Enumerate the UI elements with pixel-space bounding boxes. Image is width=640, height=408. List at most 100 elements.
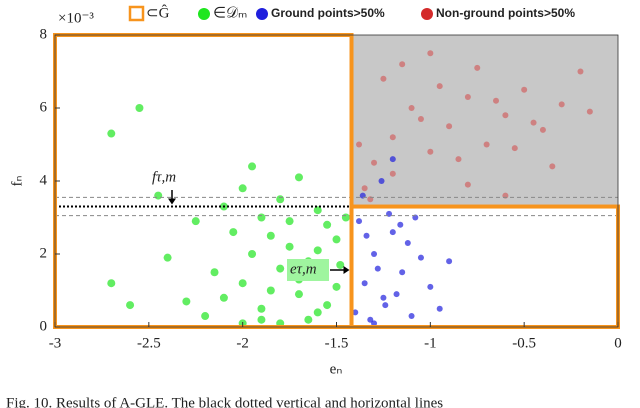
legend-swatch xyxy=(128,5,145,22)
point xyxy=(266,286,275,295)
point xyxy=(549,163,556,170)
point xyxy=(126,301,135,310)
point xyxy=(493,97,500,104)
x-tick-label: -2.5 xyxy=(137,335,161,351)
point xyxy=(219,293,228,302)
point xyxy=(380,294,387,301)
point xyxy=(436,83,443,90)
point xyxy=(417,115,424,122)
x-tick-label: -2 xyxy=(236,335,249,351)
point xyxy=(378,178,385,184)
point xyxy=(323,301,332,310)
point xyxy=(446,258,453,265)
point xyxy=(455,156,462,163)
point xyxy=(332,282,341,291)
point xyxy=(446,123,453,130)
x-tick-label: -3 xyxy=(49,335,62,351)
point xyxy=(238,279,247,288)
point xyxy=(182,297,191,306)
point xyxy=(417,254,424,261)
point xyxy=(464,181,471,188)
point xyxy=(399,61,406,68)
y-tick-label: 4 xyxy=(40,172,48,188)
legend-label: ∈𝒟ₘ xyxy=(213,5,247,21)
arrow-head xyxy=(343,266,350,274)
point xyxy=(313,308,322,317)
point xyxy=(257,304,266,313)
y-tick-label: 2 xyxy=(40,245,48,261)
non-ground-region xyxy=(351,35,618,207)
point xyxy=(356,218,363,225)
point xyxy=(389,229,396,236)
point xyxy=(276,264,285,273)
point xyxy=(474,64,481,71)
legend-marker xyxy=(256,8,268,20)
point xyxy=(352,309,359,316)
point xyxy=(371,251,378,257)
point xyxy=(530,119,537,126)
point xyxy=(521,86,528,93)
point xyxy=(408,313,415,320)
y-axis-label: fₙ xyxy=(9,175,25,186)
point xyxy=(380,75,387,82)
point xyxy=(502,112,509,119)
point xyxy=(313,246,322,255)
e-annotation-bg xyxy=(287,259,329,281)
point xyxy=(332,235,341,244)
legend-label: ⊂Ĝ xyxy=(146,4,170,21)
point xyxy=(399,269,406,276)
point xyxy=(436,305,443,312)
point xyxy=(586,108,593,115)
x-tick-label: -1 xyxy=(424,335,437,351)
point xyxy=(107,279,116,288)
point xyxy=(361,280,368,287)
point xyxy=(404,240,411,247)
point xyxy=(248,250,257,258)
legend-marker xyxy=(198,8,210,20)
point xyxy=(483,141,490,148)
point xyxy=(427,148,434,155)
legend-marker xyxy=(421,8,433,20)
g-region xyxy=(53,33,354,329)
point xyxy=(135,104,144,112)
f-annotation: fτ,m xyxy=(152,169,176,185)
point xyxy=(371,320,378,327)
multiplier: ×10⁻³ xyxy=(58,10,94,26)
point xyxy=(374,265,381,272)
point xyxy=(367,316,374,323)
point xyxy=(336,260,345,269)
point xyxy=(539,126,546,133)
point xyxy=(257,213,266,222)
y-tick-label: 8 xyxy=(40,26,48,42)
point xyxy=(201,312,210,321)
y-tick-label: 6 xyxy=(40,99,48,115)
point xyxy=(382,302,389,309)
point xyxy=(558,101,565,108)
point xyxy=(304,315,313,324)
point xyxy=(397,221,404,228)
point xyxy=(341,213,350,222)
x-tick-label: -0.5 xyxy=(512,335,536,351)
point xyxy=(257,315,266,324)
point xyxy=(427,283,434,290)
point xyxy=(154,191,163,200)
g-region xyxy=(349,204,620,329)
point xyxy=(577,68,584,75)
point xyxy=(248,162,257,171)
x-axis-label: eₙ xyxy=(330,361,343,377)
point xyxy=(361,185,368,192)
point xyxy=(356,141,363,148)
point xyxy=(107,129,116,138)
y-tick-label: 0 xyxy=(40,318,48,334)
point xyxy=(323,220,332,229)
point xyxy=(294,173,303,182)
x-tick-label: 0 xyxy=(614,335,622,351)
e-annotation: eτ,m xyxy=(290,261,317,277)
point xyxy=(163,253,172,262)
point xyxy=(371,159,378,166)
point xyxy=(511,145,518,152)
point xyxy=(285,242,294,251)
point xyxy=(389,156,396,163)
point xyxy=(389,170,396,177)
